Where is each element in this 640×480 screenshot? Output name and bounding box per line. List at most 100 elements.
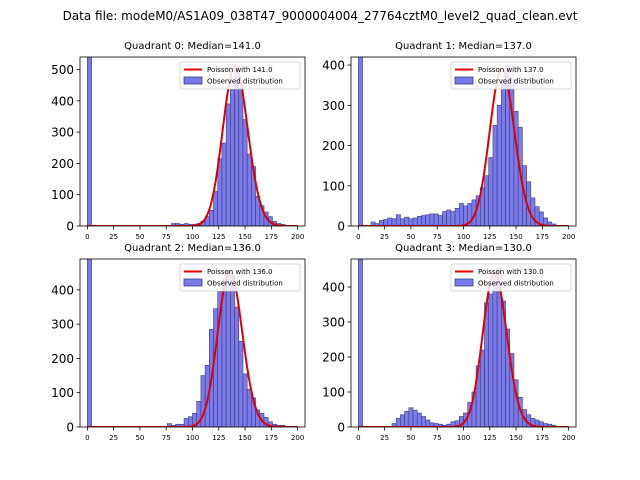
- histogram-bar: [492, 276, 498, 427]
- x-tick-label: 75: [433, 434, 442, 442]
- legend-label-poisson: Poisson with 130.0: [478, 268, 544, 276]
- poisson-curve: [87, 270, 298, 427]
- poisson-curve: [358, 68, 569, 226]
- x-tick-label: 50: [406, 434, 415, 442]
- x-tick-label: 100: [186, 233, 199, 241]
- figure-suptitle: Data file: modeM0/AS1A09_038T47_90000040…: [63, 9, 578, 23]
- y-tick-label: 400: [322, 281, 345, 295]
- histogram-bar: [408, 218, 414, 226]
- x-tick-label: 125: [483, 233, 496, 241]
- histogram-bar: [221, 142, 227, 226]
- histogram-bar: [530, 197, 536, 226]
- histogram-bar: [429, 213, 435, 226]
- histogram-bar: [242, 119, 248, 226]
- histogram-bar: [391, 218, 397, 226]
- x-tick-label: 125: [212, 233, 225, 241]
- histogram-bar: [183, 418, 189, 427]
- y-tick-label: 200: [51, 157, 74, 171]
- legend-label-poisson: Poisson with 136.0: [207, 268, 273, 276]
- histogram-bar: [442, 211, 447, 226]
- x-tick-label: 100: [457, 434, 470, 442]
- x-tick-label: 100: [457, 233, 470, 241]
- y-tick-label: 200: [51, 352, 74, 366]
- histogram-bars: [358, 57, 557, 226]
- x-tick-label: 100: [186, 434, 199, 442]
- y-tick-label: 300: [322, 316, 345, 330]
- legend-label-poisson: Poisson with 141.0: [207, 66, 273, 74]
- legend-patch-swatch: [454, 278, 474, 287]
- y-tick-label: 0: [337, 421, 345, 435]
- histogram-bar: [421, 215, 426, 226]
- x-tick-label: 75: [162, 233, 171, 241]
- legend: Poisson with 130.0 Observed distribution: [450, 263, 572, 292]
- y-tick-label: 100: [322, 386, 345, 400]
- legend: Poisson with 137.0 Observed distribution: [450, 61, 572, 90]
- histogram-bar: [230, 89, 235, 226]
- histogram-bar: [421, 416, 426, 427]
- x-tick-label: 25: [380, 233, 389, 241]
- y-tick-label: 0: [337, 220, 345, 234]
- y-tick-label: 400: [51, 94, 74, 108]
- quadrant-panel-0: Quadrant 0: Median=141.0 0 25 50 75 100 125 150…: [51, 41, 306, 241]
- y-tick-label: 300: [51, 126, 74, 140]
- histogram-bar: [213, 191, 219, 226]
- y-tick-label: 400: [322, 59, 345, 73]
- x-tick-label: 75: [162, 434, 171, 442]
- histogram-bar: [404, 216, 410, 226]
- y-tick-label: 0: [66, 421, 74, 435]
- histogram-bar: [238, 340, 244, 427]
- histogram-bar: [234, 306, 240, 427]
- histogram-bar: [387, 217, 393, 226]
- histogram-bar: [400, 218, 405, 226]
- legend-label-observed: Observed distribution: [478, 280, 554, 288]
- histogram-bar: [400, 414, 405, 427]
- legend: Poisson with 141.0 Observed distribution: [179, 61, 301, 90]
- histogram-bar: [433, 213, 439, 226]
- histogram-bar: [416, 412, 422, 427]
- histogram-bar: [480, 349, 485, 427]
- histogram-bar: [412, 409, 418, 427]
- histogram-bar: [425, 419, 431, 427]
- poisson-curve: [87, 65, 298, 226]
- histogram-bar: [358, 259, 363, 427]
- histogram-bar: [213, 308, 219, 427]
- histogram-bar: [238, 87, 244, 226]
- x-tick-label: 150: [238, 434, 251, 442]
- x-tick-label: 175: [265, 233, 278, 241]
- x-tick-label: 0: [85, 434, 89, 442]
- legend-label-observed: Observed distribution: [207, 78, 283, 86]
- x-tick-label: 150: [509, 434, 522, 442]
- histogram-bar: [230, 275, 235, 427]
- histogram-bar: [501, 78, 506, 226]
- histogram-bar: [450, 211, 456, 226]
- histogram-bar: [209, 210, 214, 226]
- histogram-bar: [404, 410, 410, 427]
- x-tick-label: 125: [483, 434, 496, 442]
- y-tick-label: 100: [51, 386, 74, 400]
- histogram-bar: [234, 67, 240, 226]
- histogram-bar: [225, 270, 231, 427]
- legend-label-observed: Observed distribution: [207, 280, 283, 288]
- histogram-bar: [496, 104, 502, 226]
- histogram-bars: [87, 57, 286, 226]
- panel-title: Quadrant 0: Median=141.0: [124, 41, 261, 52]
- x-tick-label: 175: [265, 434, 278, 442]
- legend: Poisson with 136.0 Observed distribution: [179, 263, 301, 292]
- y-tick-label: 100: [51, 188, 74, 202]
- histogram-bar: [242, 373, 248, 427]
- poisson-curve: [358, 272, 569, 427]
- x-tick-label: 200: [562, 434, 575, 442]
- legend-patch-swatch: [183, 76, 203, 85]
- histogram-bar: [484, 175, 490, 226]
- x-tick-label: 125: [212, 434, 225, 442]
- histogram-bar: [246, 388, 252, 427]
- x-tick-label: 200: [562, 233, 575, 241]
- histogram-bar: [446, 209, 452, 226]
- histogram-bar: [437, 215, 443, 226]
- histogram-bar: [425, 214, 431, 226]
- histogram-bar: [488, 293, 494, 427]
- x-tick-label: 50: [135, 233, 144, 241]
- legend-patch-swatch: [183, 278, 203, 287]
- x-tick-label: 25: [109, 434, 118, 442]
